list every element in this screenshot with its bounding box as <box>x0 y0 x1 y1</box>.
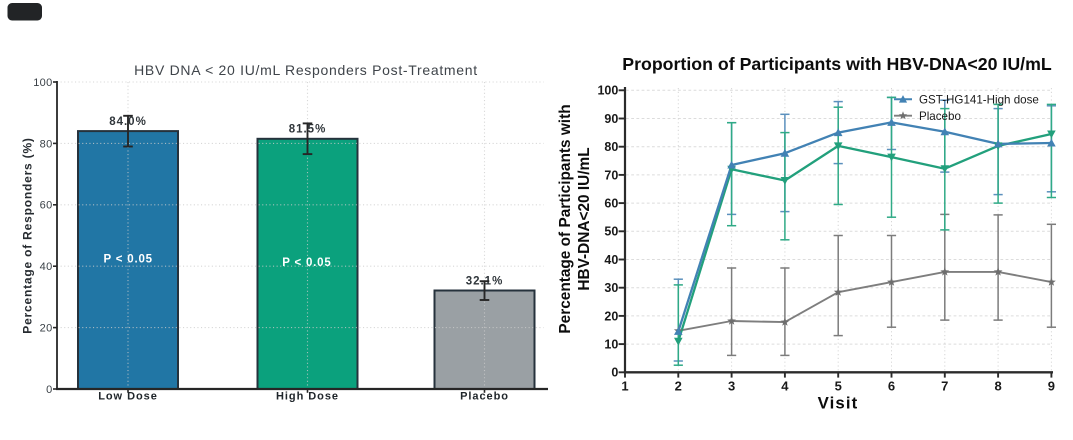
svg-text:80: 80 <box>604 140 618 154</box>
svg-text:90: 90 <box>604 112 618 126</box>
svg-text:0: 0 <box>46 384 52 396</box>
svg-text:8: 8 <box>994 378 1001 393</box>
svg-text:5: 5 <box>835 378 842 393</box>
svg-text:3: 3 <box>728 378 735 393</box>
svg-text:40: 40 <box>40 261 53 273</box>
svg-text:1: 1 <box>621 378 628 393</box>
svg-text:60: 60 <box>604 197 618 211</box>
svg-text:P < 0.05: P < 0.05 <box>282 257 331 269</box>
svg-text:Placebo: Placebo <box>919 110 961 123</box>
svg-text:Visit: Visit <box>818 394 859 413</box>
svg-text:70: 70 <box>604 168 618 182</box>
svg-text:Percentage of Responders (%): Percentage of Responders (%) <box>21 137 35 333</box>
svg-text:6: 6 <box>888 378 895 393</box>
svg-text:60: 60 <box>40 200 53 212</box>
svg-text:Proportion of Participants wit: Proportion of Participants with HBV-DNA<… <box>622 54 1052 74</box>
svg-text:100: 100 <box>597 84 618 98</box>
svg-text:4: 4 <box>781 378 789 393</box>
svg-text:Low Dose: Low Dose <box>98 391 158 403</box>
svg-text:9: 9 <box>1048 378 1055 393</box>
svg-text:20: 20 <box>604 309 618 323</box>
svg-text:80: 80 <box>40 138 53 150</box>
svg-text:GST-HG141-High dose: GST-HG141-High dose <box>919 93 1039 106</box>
svg-text:30: 30 <box>604 281 618 295</box>
svg-text:100: 100 <box>33 77 52 89</box>
svg-text:10: 10 <box>604 338 618 352</box>
svg-text:2: 2 <box>675 378 682 393</box>
svg-text:High Dose: High Dose <box>276 391 339 403</box>
svg-text:P < 0.05: P < 0.05 <box>104 253 153 265</box>
svg-text:50: 50 <box>604 225 618 239</box>
svg-text:7: 7 <box>941 378 948 393</box>
svg-text:0: 0 <box>611 366 618 380</box>
svg-text:Placebo: Placebo <box>460 391 509 403</box>
svg-text:Percentage of Participants wit: Percentage of Participants with <box>557 104 574 333</box>
svg-text:40: 40 <box>604 253 618 267</box>
svg-text:HBV-DNA<20 IU/mL: HBV-DNA<20 IU/mL <box>576 147 593 290</box>
svg-text:HBV DNA < 20 IU/mL Responders: HBV DNA < 20 IU/mL Responders Post-Treat… <box>134 62 478 78</box>
svg-text:20: 20 <box>40 323 53 335</box>
